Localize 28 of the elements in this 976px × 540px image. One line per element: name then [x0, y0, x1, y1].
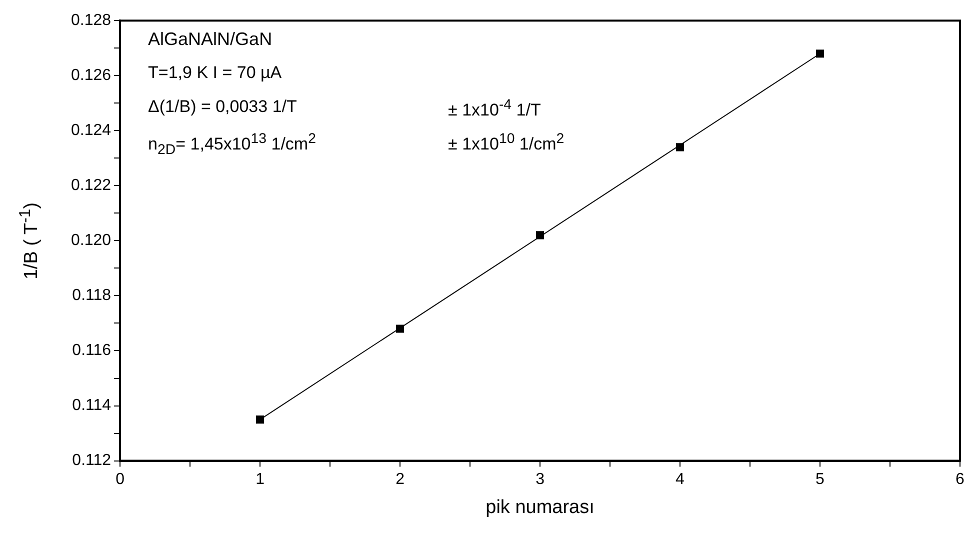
y-tick-label: 0.120: [70, 232, 112, 250]
y-tick-label: 0.112: [72, 452, 112, 470]
x-tick-label: 6: [956, 470, 965, 488]
x-axis-title: pik numarası: [486, 496, 594, 519]
point: [676, 143, 684, 152]
x-tick-label: 5: [816, 470, 825, 488]
point: [396, 324, 404, 333]
annotation: T=1,9 K I = 70 µA: [148, 62, 282, 83]
annotation: n$_{2D}$= 1,45x10$^{13}$ 1/cm$^{2}$: [148, 130, 316, 158]
annotation: ± 1x10$^{-4}$ 1/T: [448, 96, 541, 120]
point: [816, 50, 824, 58]
y-tick-label: 0.118: [72, 287, 112, 304]
y-tick-label: 0.114: [72, 397, 112, 414]
point: [256, 415, 264, 424]
y-tick-label: 0.122: [70, 177, 112, 194]
annotation: ± 1x10$^{10}$ 1/cm$^{2}$: [448, 130, 564, 154]
x-tick-label: 3: [536, 470, 545, 488]
x-tick-label: 0: [116, 470, 125, 488]
y-tick-label: 0.126: [70, 67, 112, 84]
x-tick-label: 4: [676, 470, 685, 488]
y-tick-label: 0.116: [72, 342, 112, 360]
point: [536, 231, 544, 240]
y-tick-label: 0.128: [70, 12, 112, 30]
x-tick-label: 1: [256, 470, 265, 488]
x-tick-label: 2: [396, 470, 405, 488]
annotation: AlGaNAlN/GaN: [148, 28, 272, 50]
annotation: Δ(1/B) = 0,0033 1/T: [148, 96, 297, 117]
y-tick-label: 0.124: [70, 122, 112, 140]
